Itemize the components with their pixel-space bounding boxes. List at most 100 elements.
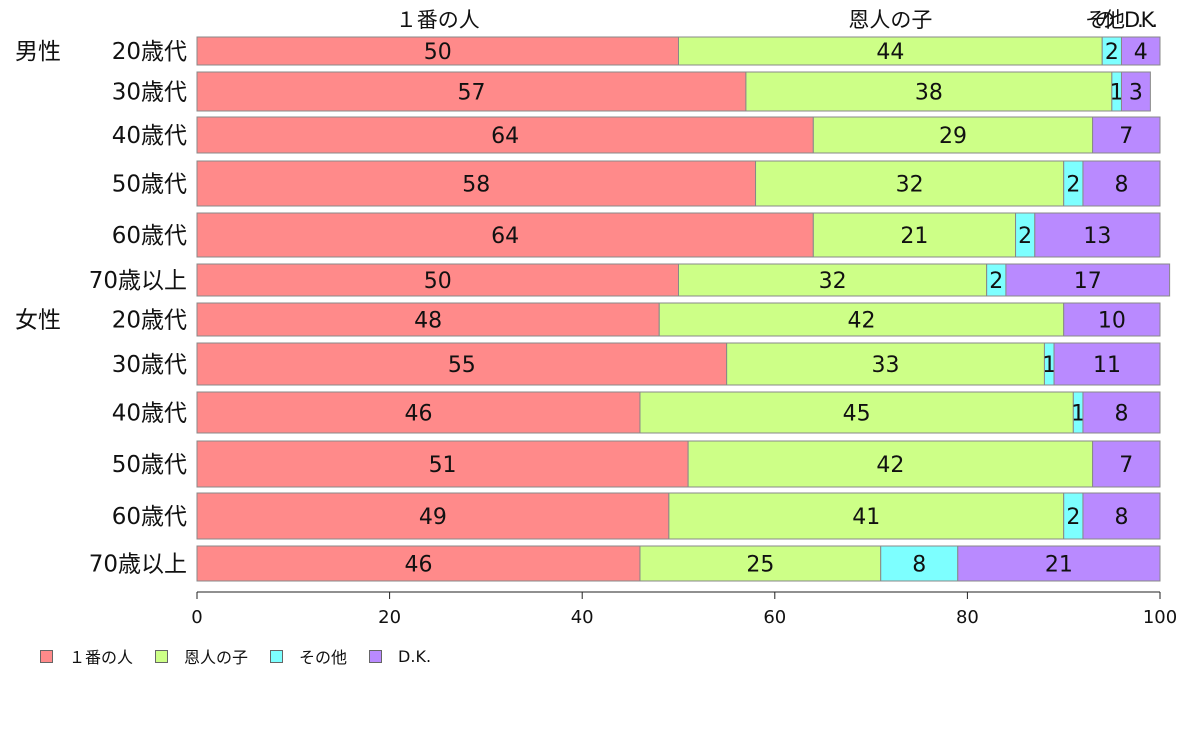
legend-swatch-series-1: [40, 649, 53, 663]
data-label: 2: [1105, 40, 1119, 65]
top-series-label: その他: [1085, 8, 1125, 32]
top-series-label: 恩人の子: [848, 8, 932, 32]
bar-segment: [196, 212, 814, 258]
row-label: 20歳代: [112, 308, 187, 334]
bar-segment: [812, 212, 1017, 258]
data-label: 55: [448, 353, 476, 378]
bar-segment: [957, 545, 1161, 582]
data-label: 3: [1129, 81, 1143, 106]
bar-segment: [1005, 263, 1171, 297]
data-label: 51: [429, 453, 457, 478]
x-tick-label: 20: [378, 607, 401, 628]
data-label: 57: [457, 81, 485, 106]
bar-segment: [658, 302, 1065, 337]
bar-segment: [1092, 440, 1161, 488]
legend-item-series-1: １番の人: [40, 644, 133, 668]
data-label: 64: [491, 224, 519, 249]
bar-segment: [1063, 302, 1161, 337]
data-label: 33: [872, 353, 900, 378]
legend-label-series-1: １番の人: [69, 648, 134, 667]
data-label: 41: [852, 505, 880, 530]
data-label: 46: [404, 402, 432, 427]
row-label: 60歳代: [112, 223, 187, 249]
data-label: 4: [1134, 40, 1148, 65]
row-label: 50歳代: [112, 452, 187, 478]
bar-segment: [196, 492, 670, 540]
bar-segment: [196, 391, 641, 434]
bar-segment: [668, 492, 1065, 540]
data-label: 29: [939, 124, 967, 149]
group-label: 女性: [15, 308, 61, 334]
data-label: 8: [1114, 505, 1128, 530]
legend-swatch-series-2: [155, 649, 169, 663]
top-series-label: １番の人: [396, 8, 480, 32]
data-label: 8: [912, 553, 926, 578]
data-label: 32: [896, 173, 924, 198]
row-label: 20歳代: [112, 39, 187, 65]
row-label: 40歳代: [112, 123, 187, 149]
legend-label-series-3: その他: [299, 648, 348, 667]
x-tick-label: 100: [1143, 607, 1177, 628]
bar-segment: [1082, 492, 1161, 540]
data-label: 7: [1119, 124, 1133, 149]
bar-segment: [745, 71, 1113, 112]
data-label: 49: [419, 505, 447, 530]
bar-segment: [1034, 212, 1161, 258]
bar-segment: [196, 302, 660, 337]
data-label: 2: [1066, 173, 1080, 198]
data-label: 32: [819, 269, 847, 294]
data-label: 8: [1114, 402, 1128, 427]
legend-item-series-4: D.K.: [369, 647, 431, 666]
data-label: 48: [414, 309, 442, 334]
x-tick-label: 60: [763, 607, 786, 628]
legend-label-series-2: 恩人の子: [184, 648, 249, 667]
bar-segment: [678, 36, 1103, 66]
group-label: 男性: [15, 39, 61, 65]
bar-segment: [755, 160, 1065, 207]
bar-segment: [196, 263, 679, 297]
data-label: 50: [424, 40, 452, 65]
legend-label-series-4: D.K.: [398, 646, 432, 666]
bar-segment: [678, 263, 988, 297]
data-label: 1: [1071, 402, 1085, 427]
bar-segment: [687, 440, 1094, 488]
legend-swatch-series-3: [270, 649, 284, 663]
row-label: 40歳代: [112, 401, 187, 427]
legend-item-series-3: その他: [270, 644, 347, 668]
legend-swatch-series-4: [369, 649, 383, 663]
data-label: 2: [989, 269, 1003, 294]
bar-segment: [1082, 160, 1161, 207]
data-label: 46: [404, 553, 432, 578]
data-label: 21: [900, 224, 928, 249]
top-series-label: D.K.: [1124, 8, 1158, 32]
data-label: 1: [1042, 353, 1056, 378]
data-label: 7: [1119, 453, 1133, 478]
row-label: 70歳以上: [89, 268, 187, 294]
row-label: 30歳代: [112, 80, 187, 106]
bar-segment: [812, 116, 1094, 154]
bar-segment: [196, 36, 679, 66]
data-label: 38: [915, 81, 943, 106]
bar-segment: [639, 391, 1074, 434]
data-label: 2: [1018, 224, 1032, 249]
row-label: 30歳代: [112, 352, 187, 378]
data-label: 45: [843, 402, 871, 427]
data-label: 44: [876, 40, 904, 65]
bar-segment: [1082, 391, 1161, 434]
bar-segment: [196, 116, 814, 154]
row-label: 60歳代: [112, 504, 187, 530]
data-label: 58: [462, 173, 490, 198]
bar-segment: [1120, 71, 1151, 112]
bar-segment: [196, 545, 641, 582]
bar-segment: [1092, 116, 1161, 154]
data-label: 50: [424, 269, 452, 294]
data-label: 8: [1114, 173, 1128, 198]
bar-segment: [639, 545, 882, 582]
data-label: 64: [491, 124, 519, 149]
row-label: 70歳以上: [89, 552, 187, 578]
data-label: 11: [1093, 353, 1121, 378]
data-label: 42: [876, 453, 904, 478]
bar-segment: [726, 342, 1045, 386]
bar-segment: [196, 71, 747, 112]
